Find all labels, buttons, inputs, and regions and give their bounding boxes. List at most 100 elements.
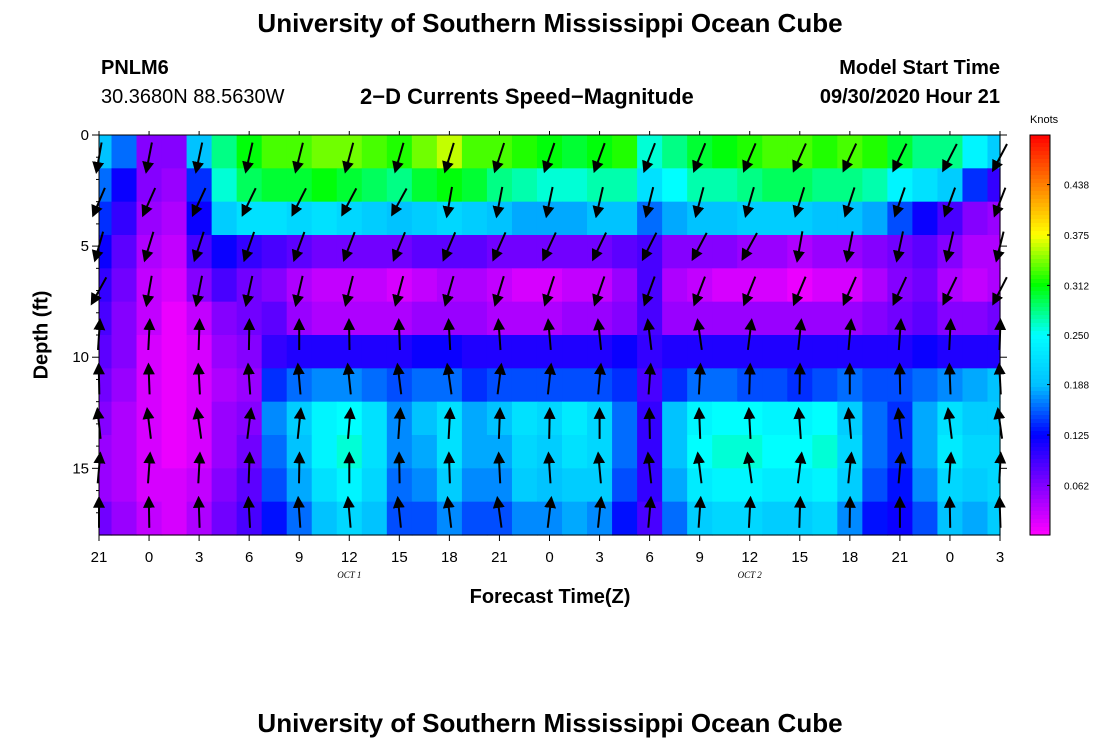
heatmap-cell [562, 135, 588, 169]
colorbar-segment [1030, 511, 1050, 516]
colorbar-segment [1030, 499, 1050, 504]
colorbar-segment [1030, 227, 1050, 232]
current-vector-arrow [543, 318, 556, 350]
heatmap-cell [411, 435, 438, 469]
heatmap-cell [612, 468, 638, 503]
heatmap-cell [812, 235, 838, 269]
heatmap-cell [236, 168, 263, 203]
colorbar-segment [1030, 283, 1050, 288]
colorbar-segment [1030, 219, 1050, 224]
heatmap-cell [962, 435, 989, 469]
current-vector-arrow [893, 362, 906, 395]
heatmap-cell [311, 468, 338, 503]
page-title: University of Southern Mississippi Ocean… [257, 8, 843, 38]
current-vector-arrow [341, 231, 356, 262]
heatmap-cell [662, 368, 688, 403]
colorbar-segment [1030, 303, 1050, 308]
heatmap-cell [937, 135, 964, 169]
heatmap-cell [987, 501, 1001, 536]
colorbar-segment [1030, 423, 1050, 428]
heatmap-cell [411, 501, 438, 536]
current-vector-arrow [442, 142, 455, 174]
current-vector-arrow [843, 406, 856, 439]
heatmap-cell [311, 268, 338, 303]
heatmap-cell [261, 135, 288, 169]
heatmap-cell [411, 268, 438, 303]
heatmap-cell [511, 401, 538, 436]
heatmap-cell [812, 135, 838, 169]
current-vector-arrow [743, 406, 756, 439]
heatmap-cell [837, 135, 863, 169]
heatmap-cell [862, 501, 888, 536]
heatmap-cell [211, 368, 238, 403]
colorbar-segment [1030, 407, 1050, 412]
heatmap-cell [937, 268, 964, 303]
colorbar-segment [1030, 251, 1050, 256]
colorbar-segment [1030, 143, 1050, 148]
colorbar-segment [1030, 167, 1050, 172]
colorbar-segment [1030, 387, 1050, 392]
heatmap-cell [612, 201, 638, 236]
current-vector-arrow [291, 231, 306, 263]
heatmap-cell [99, 301, 113, 336]
current-vector-arrow [592, 142, 606, 174]
current-vector-arrow [942, 276, 958, 306]
current-vector-arrow [242, 495, 255, 528]
colorbar-segment [1030, 171, 1050, 176]
heatmap-cell [461, 201, 488, 236]
colorbar-segment [1030, 351, 1050, 356]
current-vector-arrow [191, 187, 207, 218]
heatmap-cell [562, 368, 588, 403]
heatmap-cell [111, 401, 138, 436]
heatmap-cell [562, 301, 588, 336]
heatmap-cell [111, 335, 138, 369]
heatmap-cell [461, 135, 488, 169]
x-tick-label: 6 [645, 549, 653, 566]
heatmap-cell [987, 135, 1001, 169]
colorbar-segment [1030, 471, 1050, 476]
current-vector-arrow [693, 406, 706, 439]
heatmap-cell [111, 468, 138, 503]
heatmap-cell [286, 135, 313, 169]
heatmap-cell [737, 268, 763, 303]
colorbar-segment [1030, 523, 1050, 528]
heatmap-cell [862, 301, 888, 336]
colorbar-segment [1030, 155, 1050, 160]
heatmap-cell [637, 135, 663, 169]
heatmap-cell [336, 201, 363, 236]
heatmap-cell [336, 135, 363, 169]
heatmap-cell [912, 335, 939, 369]
heatmap-cell [511, 501, 538, 536]
heatmap-cell [712, 235, 738, 269]
x-tick-label: 21 [91, 549, 108, 566]
heatmap-cell [562, 468, 588, 503]
heatmap-cell [887, 201, 914, 236]
heatmap-cell [712, 401, 738, 436]
colorbar-segment [1030, 367, 1050, 372]
colorbar-segment [1030, 203, 1050, 208]
current-vector-arrow [243, 451, 256, 484]
heatmap-cell [687, 268, 713, 303]
current-vector-arrow [243, 407, 256, 439]
heatmap-cell [612, 501, 638, 536]
heatmap-cell [211, 401, 238, 436]
heatmap-cell [161, 468, 188, 503]
colorbar-segment [1030, 327, 1050, 332]
heatmap-cell [562, 168, 588, 203]
heatmap-cell [812, 468, 838, 503]
current-vector-arrow [393, 318, 406, 351]
current-vector-arrow [493, 451, 506, 484]
heatmap-cell [511, 368, 538, 403]
current-vector-arrow [392, 275, 405, 307]
colorbar-segment [1030, 151, 1050, 156]
heatmap-cell [436, 235, 463, 269]
heatmap-cell [111, 435, 138, 469]
station-id: PNLM6 [101, 57, 169, 79]
colorbar-segment [1030, 287, 1050, 292]
colorbar-segment [1030, 527, 1050, 532]
current-vector-arrow [442, 186, 455, 219]
heatmap-cell [737, 201, 763, 236]
heatmap-cell [637, 235, 663, 269]
heatmap-cell [486, 235, 513, 269]
current-vector-arrow [342, 142, 355, 174]
